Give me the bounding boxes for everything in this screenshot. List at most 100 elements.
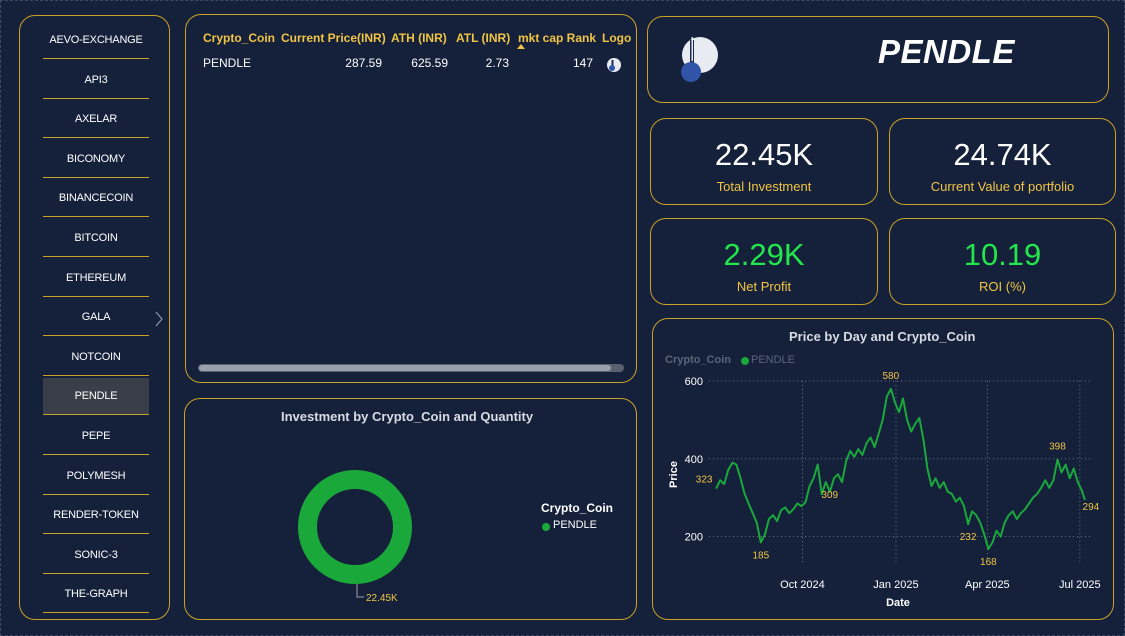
slicer-divider [43, 216, 149, 218]
total-investment-value: 22.45K [714, 137, 814, 172]
x-tick-label: Apr 2025 [965, 579, 1010, 591]
donut-data-label: 22.45K [366, 593, 398, 604]
current-value-label: Current Value of portfolio [930, 179, 1075, 194]
cell-atl: 2.73 [485, 56, 509, 70]
x-tick-label: Jul 2025 [1059, 579, 1101, 591]
slicer-item-label: NOTCOIN [71, 350, 121, 363]
data-label: 232 [960, 532, 977, 543]
pendle-logo-icon [607, 58, 621, 72]
y-tick-label: 200 [685, 532, 703, 544]
price-line-chart: Price by Day and Crypto_Coin Crypto_Coin… [652, 318, 1114, 620]
slicer-item-label: BINANCECOIN [58, 192, 134, 205]
data-label: 185 [752, 550, 769, 561]
slicer-divider [43, 97, 149, 99]
coin-slicer: AEVO-EXCHANGE API3 AXELAR BICONOMY BINANCECO… [19, 15, 170, 620]
slicer-item-bitcoin[interactable]: BITCOIN [43, 220, 149, 257]
total-investment-card: 22.45K Total Investment [650, 118, 878, 205]
col-header-ath[interactable]: ATH (INR) [391, 31, 447, 45]
slicer-item-sonic-3[interactable]: SONIC-3 [43, 537, 149, 574]
horizontal-scrollbar[interactable] [198, 364, 624, 372]
slicer-divider [43, 414, 149, 416]
slicer-item-label: PENDLE [74, 390, 118, 403]
slicer-divider [43, 454, 149, 455]
slicer-divider [43, 572, 149, 574]
slicer-item-label: AEVO-EXCHANGE [49, 34, 143, 46]
slicer-item-label: GALA [81, 311, 111, 324]
y-tick-label: 400 [685, 454, 703, 466]
col-header-crypto-coin[interactable]: Crypto_Coin [203, 31, 275, 45]
slicer-item-label: SONIC-3 [74, 548, 118, 561]
slicer-item-label: ETHEREUM [65, 271, 127, 284]
x-tick-label: Oct 2024 [780, 579, 825, 591]
data-label: 168 [980, 557, 997, 568]
col-header-logo[interactable]: Logo [602, 31, 632, 45]
col-header-current-price[interactable]: Current Price(INR) [281, 31, 386, 45]
donut-slice[interactable] [298, 470, 412, 584]
y-axis-title: Price [668, 461, 680, 488]
slicer-divider [43, 295, 149, 297]
slicer-item-label: BITCOIN [74, 232, 118, 244]
total-investment-label: Total Investment [716, 179, 812, 194]
slicer-divider [43, 374, 149, 376]
x-axis-title: Date [886, 597, 910, 609]
cell-rank: 147 [572, 56, 593, 70]
roi-label: ROI (%) [979, 279, 1026, 294]
current-value-value: 24.74K [953, 137, 1052, 172]
slicer-item-pendle[interactable]: PENDLE [43, 378, 149, 416]
coin-table: Crypto_Coin Current Price(INR) ATH (INR)… [185, 14, 637, 383]
slicer-item-ethereum[interactable]: ETHEREUM [43, 260, 149, 297]
donut-svg: 22.45K [298, 470, 412, 604]
chevron-right-icon[interactable] [153, 309, 165, 329]
slicer-divider [43, 533, 149, 535]
donut-chart-title: Investment by Crypto_Coin and Quantity [281, 409, 534, 424]
col-header-mkt-cap-rank[interactable]: mkt cap Rank [518, 31, 597, 45]
slicer-item-axelar[interactable]: AXELAR [43, 101, 149, 139]
current-value-card: 24.74K Current Value of portfolio [889, 118, 1116, 205]
data-label: 294 [1083, 502, 1100, 513]
slicer-divider [43, 493, 149, 495]
slicer-item-notcoin[interactable]: NOTCOIN [43, 339, 149, 376]
line-legend-title: Crypto_Coin [665, 354, 731, 366]
sort-ascending-icon[interactable] [517, 44, 525, 49]
slicer-divider [43, 58, 149, 59]
slicer-item-label: AXELAR [74, 113, 118, 126]
line-svg: 200 400 600 Oct 2024 Jan 2025 Apr 2025 Jul 202… [668, 371, 1101, 609]
scrollbar-thumb[interactable] [199, 365, 611, 371]
investment-donut-chart: Investment by Crypto_Coin and Quantity 2… [184, 398, 637, 620]
coin-title: PENDLE [878, 33, 1015, 70]
slicer-item-render-token[interactable]: RENDER-TOKEN [43, 497, 149, 535]
data-label: 309 [821, 490, 838, 501]
roi-card: 10.19 ROI (%) [889, 218, 1116, 305]
net-profit-card: 2.29K Net Profit [650, 218, 878, 305]
slicer-item-pepe[interactable]: PEPE [43, 418, 149, 455]
line-legend-item[interactable]: PENDLE [751, 354, 796, 366]
slicer-divider [43, 256, 149, 257]
slicer-item-polymesh[interactable]: POLYMESH [43, 458, 149, 495]
donut-legend-title: Crypto_Coin [541, 501, 613, 515]
data-label: 398 [1049, 442, 1066, 453]
donut-legend-item[interactable]: PENDLE [553, 519, 598, 531]
cell-coin: PENDLE [203, 56, 252, 70]
slicer-item-aevo-exchange[interactable]: AEVO-EXCHANGE [43, 22, 149, 59]
slicer-item-gala[interactable]: GALA [43, 299, 149, 337]
coin-header-card: PENDLE [647, 16, 1109, 103]
slicer-item-label: BICONOMY [66, 152, 126, 165]
donut-leader-line [356, 584, 364, 598]
slicer-item-binancecoin[interactable]: BINANCECOIN [43, 180, 149, 218]
y-tick-label: 600 [685, 376, 703, 388]
line-chart-title: Price by Day and Crypto_Coin [789, 329, 976, 344]
slicer-item-the-graph[interactable]: THE-GRAPH [43, 576, 149, 614]
slicer-divider [43, 176, 149, 178]
donut-legend-marker [542, 523, 550, 531]
roi-value: 10.19 [963, 237, 1042, 272]
price-series-line[interactable] [715, 387, 1086, 550]
slicer-item-label: THE-GRAPH [64, 588, 128, 601]
slicer-divider [43, 137, 149, 139]
col-header-atl[interactable]: ATL (INR) [456, 31, 511, 45]
slicer-item-biconomy[interactable]: BICONOMY [43, 141, 149, 178]
cell-price: 287.59 [345, 56, 382, 70]
slicer-divider [43, 335, 149, 337]
net-profit-value: 2.29K [723, 237, 805, 272]
slicer-item-api3[interactable]: API3 [43, 62, 149, 99]
data-label: 580 [883, 371, 900, 382]
